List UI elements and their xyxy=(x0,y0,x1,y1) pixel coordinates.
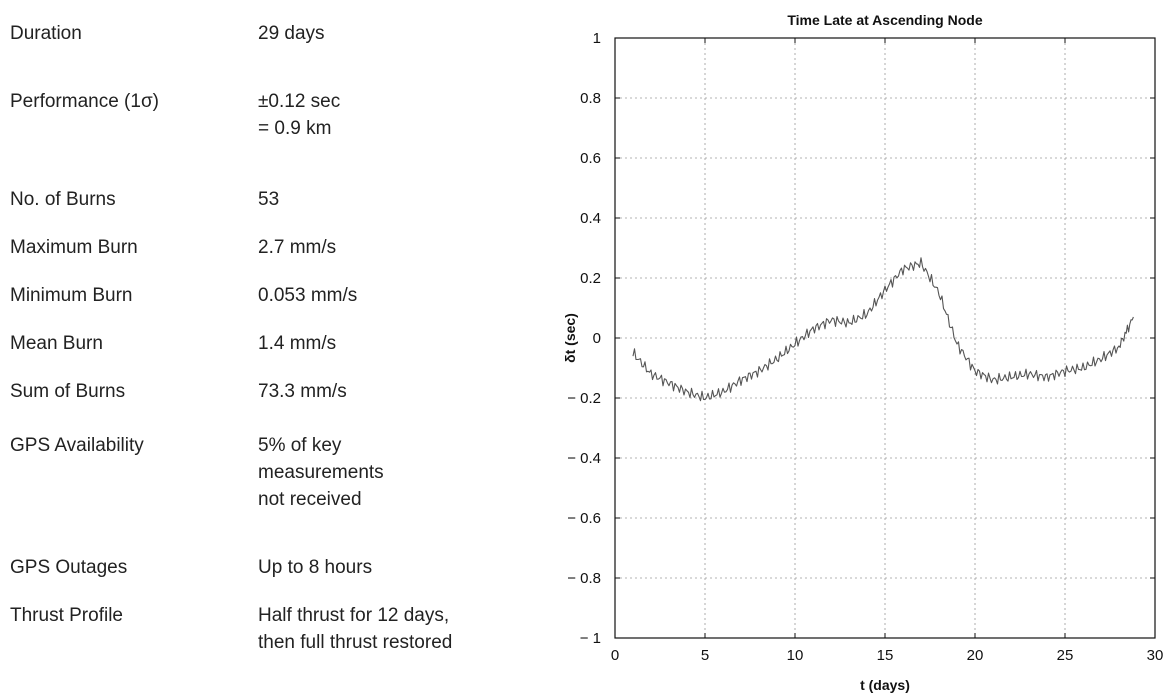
y-tick-label: 0.6 xyxy=(580,150,601,167)
summary-label: Sum of Burns xyxy=(10,381,126,402)
y-axis-label: δt (sec) xyxy=(562,313,578,363)
summary-value-line: = 0.9 km xyxy=(258,118,332,139)
summary-value-line: ±0.12 sec xyxy=(258,91,341,112)
x-axis-label: t (days) xyxy=(860,677,910,693)
summary-label: Minimum Burn xyxy=(10,285,133,306)
summary-value-line: not received xyxy=(258,489,362,510)
data-series-line xyxy=(632,257,1134,402)
x-tick-label: 15 xyxy=(877,647,894,664)
summary-value: 0.053 mm/s xyxy=(258,282,558,309)
summary-label: Thrust Profile xyxy=(10,605,123,626)
summary-label: Mean Burn xyxy=(10,333,103,354)
summary-value: Up to 8 hours xyxy=(258,554,558,581)
chart-title: Time Late at Ascending Node xyxy=(787,12,982,28)
summary-value-line: then full thrust restored xyxy=(258,632,453,653)
summary-label: Duration xyxy=(10,23,82,44)
summary-value: 1.4 mm/s xyxy=(258,330,558,357)
summary-value: 53 xyxy=(258,186,558,213)
summary-label: GPS Outages xyxy=(10,557,128,578)
x-tick-label: 5 xyxy=(701,647,709,664)
summary-value: Half thrust for 12 days, then full thrust… xyxy=(258,602,558,656)
y-tick-label: − 1 xyxy=(580,630,601,647)
x-tick-label: 10 xyxy=(787,647,804,664)
y-tick-label: 0 xyxy=(593,330,601,347)
y-tick-label: − 0.2 xyxy=(567,390,601,407)
summary-value-line: measurements xyxy=(258,462,384,483)
summary-label: Maximum Burn xyxy=(10,237,138,258)
y-tick-label: − 0.4 xyxy=(567,450,601,467)
summary-label: GPS Availability xyxy=(10,435,144,456)
summary-value: 73.3 mm/s xyxy=(258,378,558,405)
y-tick-label: 1 xyxy=(593,30,601,47)
summary-value: 2.7 mm/s xyxy=(258,234,558,261)
summary-value: 29 days xyxy=(258,20,558,47)
summary-value-line: 73.3 mm/s xyxy=(258,381,347,402)
y-tick-label: 0.2 xyxy=(580,270,601,287)
summary-table: Duration 29 days Performance (1σ) ±0.12 sec… xyxy=(0,0,560,698)
summary-label: Performance (1σ) xyxy=(10,91,159,112)
summary-value-line: 1.4 mm/s xyxy=(258,333,337,354)
y-tick-label: − 0.8 xyxy=(567,570,601,587)
x-tick-label: 30 xyxy=(1147,647,1164,664)
x-tick-label: 25 xyxy=(1057,647,1074,664)
summary-value-line: Half thrust for 12 days, xyxy=(258,605,450,626)
y-tick-label: 0.8 xyxy=(580,90,601,107)
summary-value: 5% of key measurements not received xyxy=(258,432,558,513)
summary-value-line: Up to 8 hours xyxy=(258,557,373,578)
summary-value-line: 0.053 mm/s xyxy=(258,285,358,306)
summary-value: ±0.12 sec = 0.9 km xyxy=(258,88,558,142)
summary-label: No. of Burns xyxy=(10,189,116,210)
x-tick-label: 0 xyxy=(611,647,619,664)
summary-value-line: 53 xyxy=(258,189,280,210)
summary-value-line: 2.7 mm/s xyxy=(258,237,337,258)
summary-value-line: 29 days xyxy=(258,23,325,44)
x-tick-label: 20 xyxy=(967,647,984,664)
summary-value-line: 5% of key xyxy=(258,435,342,456)
y-tick-label: − 0.6 xyxy=(567,510,601,527)
y-tick-label: 0.4 xyxy=(580,210,601,227)
